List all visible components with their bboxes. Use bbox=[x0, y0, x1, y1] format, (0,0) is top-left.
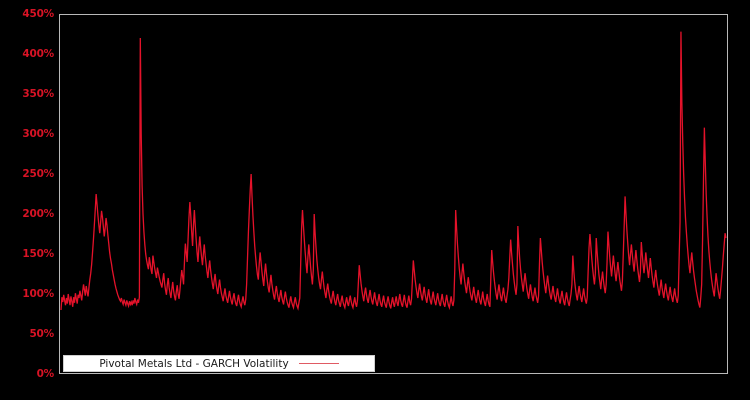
y-axis-tick-450: 450% bbox=[22, 7, 54, 20]
y-axis-tick-300: 300% bbox=[22, 127, 54, 140]
legend-line-sample bbox=[298, 363, 339, 364]
y-axis-tick-200: 200% bbox=[22, 207, 54, 220]
y-axis-tick-400: 400% bbox=[22, 47, 54, 60]
series-polyline bbox=[60, 31, 727, 311]
y-axis-tick-50: 50% bbox=[29, 327, 54, 340]
y-axis-tick-350: 350% bbox=[22, 87, 54, 100]
y-axis-tick-250: 250% bbox=[22, 167, 54, 180]
chart-legend[interactable]: Pivotal Metals Ltd - GARCH Volatility bbox=[63, 355, 375, 372]
volatility-line-series bbox=[60, 31, 727, 311]
legend-label: Pivotal Metals Ltd - GARCH Volatility bbox=[99, 357, 289, 370]
y-axis-tick-0: 0% bbox=[36, 367, 55, 380]
plot-area-frame bbox=[59, 14, 728, 374]
y-axis-tick-150: 150% bbox=[22, 247, 54, 260]
y-axis-tick-100: 100% bbox=[22, 287, 54, 300]
